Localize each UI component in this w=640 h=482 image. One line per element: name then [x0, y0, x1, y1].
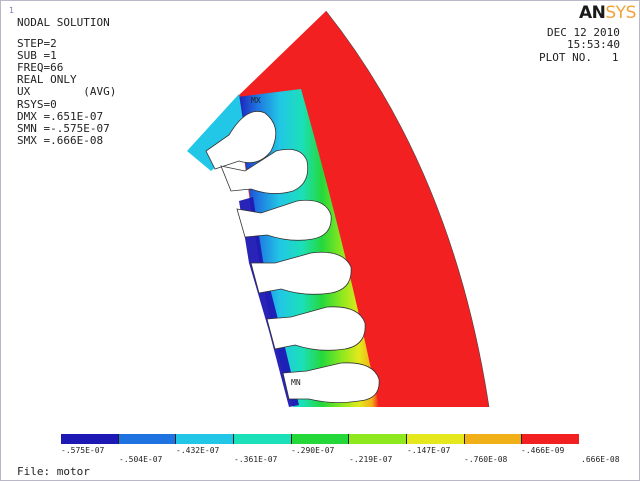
legend-label-5: -.290E-07	[291, 447, 334, 455]
legend-label-2: -.504E-07	[119, 456, 162, 464]
legend-label-3: -.432E-07	[176, 447, 219, 455]
legend-band-4	[234, 434, 292, 444]
legend-label-1: -.575E-07	[61, 447, 104, 455]
legend-band-1	[61, 434, 119, 444]
color-legend-bar	[61, 434, 579, 444]
file-label: File: motor	[17, 466, 90, 477]
legend-label-4: -.361E-07	[234, 456, 277, 464]
legend-label-10: .666E-08	[581, 456, 620, 464]
legend-band-9	[522, 434, 579, 444]
legend-band-3	[176, 434, 234, 444]
legend-label-8: -.760E-08	[464, 456, 507, 464]
marker-mx: MX	[251, 97, 261, 105]
legend-band-7	[407, 434, 465, 444]
legend-band-8	[465, 434, 523, 444]
marker-mn: MN	[291, 379, 301, 387]
legend-label-6: -.219E-07	[349, 456, 392, 464]
legend-label-9: -.466E-09	[521, 447, 564, 455]
legend-band-2	[119, 434, 177, 444]
legend-band-6	[349, 434, 407, 444]
legend-band-5	[292, 434, 350, 444]
legend-label-7: -.147E-07	[407, 447, 450, 455]
